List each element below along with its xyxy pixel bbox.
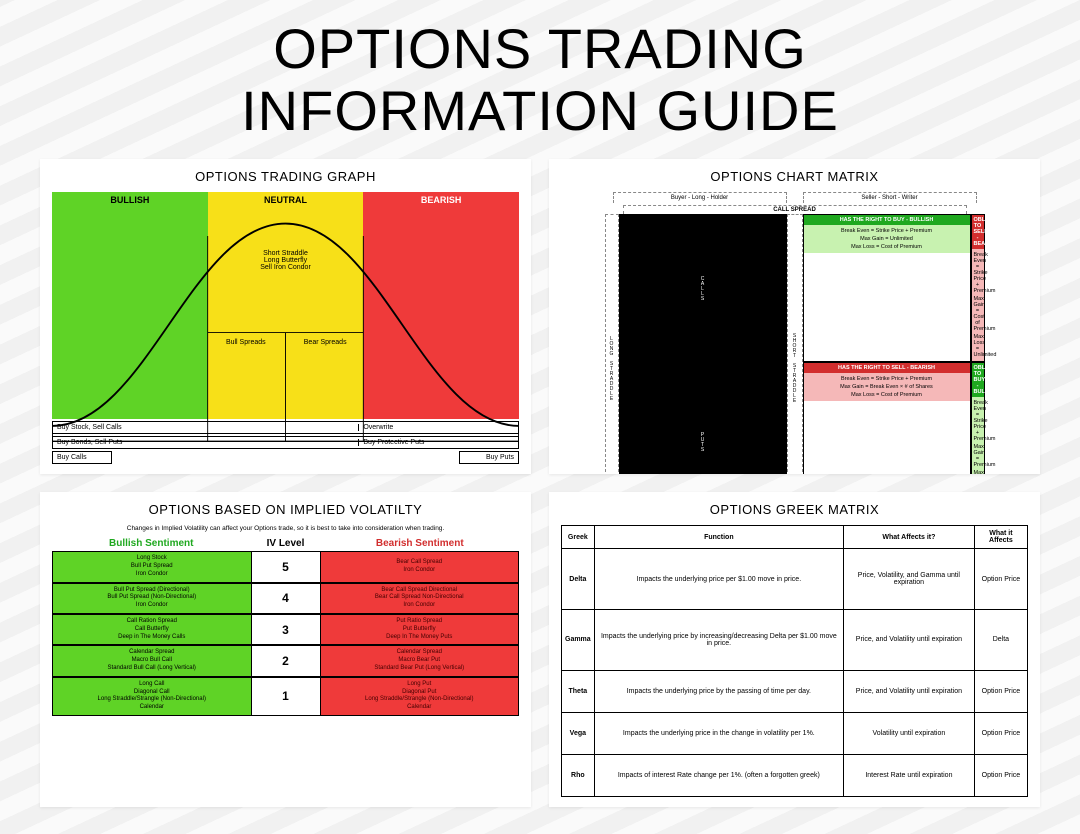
p2-q2-body: Break Even = Strike Price + Premium Max … [972,249,984,361]
p1-body: Short Straddle Long Butterfly Sell Iron … [52,208,519,419]
p2-top-brackets: Buyer - Long - Holder Seller - Short - W… [605,192,985,203]
p1-label-top: Short Straddle Long Butterfly Sell Iron … [52,250,519,271]
p1-label-bear-spreads: Bear Spreads [290,339,360,346]
p3-hdr-bull: Bullish Sentiment [52,536,251,551]
main-title: OPTIONS TRADING INFORMATION GUIDE [0,0,1080,147]
panel-trading-graph: OPTIONS TRADING GRAPH BULLISH NEUTRAL BE… [40,159,531,474]
greek-row: ThetaImpacts the underlying price by the… [562,670,1028,712]
p2-q2: OBLIGATED TO SELL - BEARISH Break Even =… [971,214,985,362]
p1-hdr-bullish: BULLISH [52,192,208,208]
p1-bottom-row: Buy Calls Buy Puts [52,451,519,464]
panel1-title: OPTIONS TRADING GRAPH [52,169,519,184]
greek-table-body: DeltaImpacts the underlying price per $1… [562,549,1028,797]
greek-row: GammaImpacts the underlying price by inc… [562,609,1028,670]
p2-q1-body: Break Even = Strike Price + Premium Max … [804,225,970,253]
title-line-2: INFORMATION GUIDE [241,79,839,142]
p1-col-bull [52,208,208,419]
p1-label-bull-spreads: Bull Spreads [211,339,281,346]
p1-hdr-neutral: NEUTRAL [208,192,364,208]
p1-hdr-bearish: BEARISH [363,192,519,208]
greek-row: DeltaImpacts the underlying price per $1… [562,549,1028,610]
p3-rows: Long StockBull Put SpreadIron Condor5Bea… [52,551,519,716]
p2-q4-body: Break Even = Strike Price + Premium Max … [972,397,984,474]
panel-iv: OPTIONS BASED ON IMPLIED VOLATILTY Chang… [40,492,531,807]
p3-row: Long CallDiagonal CallLong Straddle/Stra… [52,677,519,716]
panel-grid: OPTIONS TRADING GRAPH BULLISH NEUTRAL BE… [0,147,1080,827]
greek-table: GreekFunctionWhat Affects it?What it Aff… [561,525,1028,797]
p2-q1: HAS THE RIGHT TO BUY - BULLISH Break Eve… [803,214,971,362]
p1-col-bear [363,208,519,419]
p2-q4: OBLIGATED TO BUY - BULLISH Break Even = … [971,362,985,474]
p3-row: Call Ration SpreadCall ButterflyDeep in … [52,614,519,645]
greek-table-head: GreekFunctionWhat Affects it?What it Aff… [562,526,1028,549]
title-line-1: OPTIONS TRADING [273,17,807,80]
panel2-title: OPTIONS CHART MATRIX [561,169,1028,184]
panel-chart-matrix: OPTIONS CHART MATRIX Buyer - Long - Hold… [549,159,1040,474]
p2-wrap: Buyer - Long - Holder Seller - Short - W… [561,192,1028,474]
p2-q3: HAS THE RIGHT TO SELL - BEARISH Break Ev… [803,362,971,474]
panel4-title: OPTIONS GREEK MATRIX [561,502,1028,517]
p1-headers: BULLISH NEUTRAL BEARISH [52,192,519,208]
p1-buy-puts: Buy Puts [459,451,519,464]
p3-hdr-iv: IV Level [251,536,321,551]
p3-hdr-bear: Bearish Sentiment [321,536,520,551]
p1-row-bonds: Buy Bonds, Sell Puts Buy Protective Puts [52,436,519,449]
panel3-title: OPTIONS BASED ON IMPLIED VOLATILTY [52,502,519,517]
p3-row: Long StockBull Put SpreadIron Condor5Bea… [52,551,519,582]
p2-puts-label: PUTS [619,362,787,474]
p2-core: LONG STRADDLE HAS THE RIGHT TO BUY - BUL… [605,214,985,474]
greek-row: RhoImpacts of interest Rate change per 1… [562,754,1028,796]
p1-row-calls: Buy Stock, Sell Calls Overwrite [52,421,519,434]
p2-outer: Buyer - Long - Holder Seller - Short - W… [605,192,985,474]
greek-row: VegaImpacts the underlying price in the … [562,712,1028,754]
p3-row: Calendar SpreadMacro Bull CallStandard B… [52,645,519,676]
p2-q3-body: Break Even = Strike Price + Premium Max … [804,373,970,401]
p2-calls-label: CALLS [619,214,787,362]
p3-headers: Bullish Sentiment IV Level Bearish Senti… [52,536,519,551]
p2-long-straddle: LONG STRADDLE [605,214,619,474]
panel-greek: OPTIONS GREEK MATRIX GreekFunctionWhat A… [549,492,1040,807]
p1-col-neutral [208,208,364,419]
p2-short-straddle: SHORT STRADDLE [787,214,803,474]
panel3-subtitle: Changes in Implied Volatility can affect… [52,525,519,532]
p1-buy-calls: Buy Calls [52,451,112,464]
p2-call-spread: CALL SPREAD [623,205,967,214]
p3-row: Bull Put Spread (Directional)Bull Put Sp… [52,583,519,614]
